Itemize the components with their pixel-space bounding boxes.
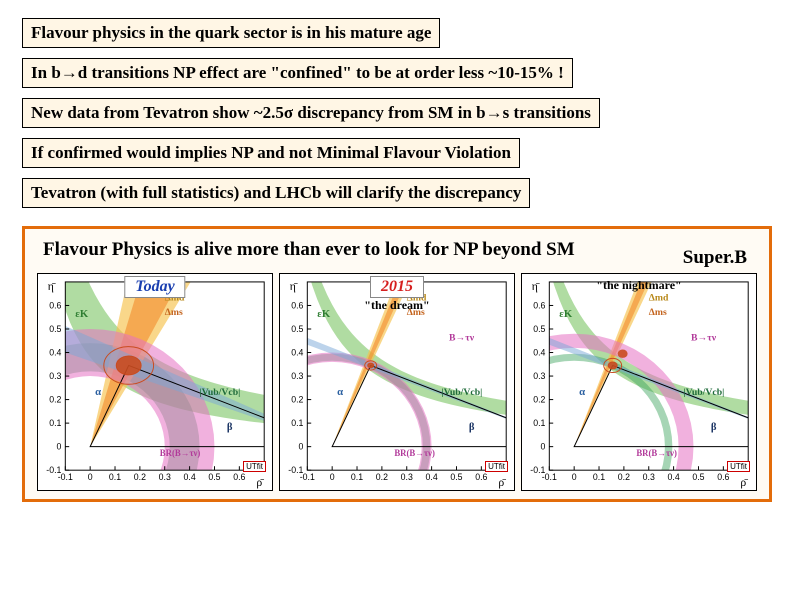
plot-nightmare: "the nightmare" -0.100.10.20.30.40.50.6-…	[521, 273, 757, 491]
svg-text:0.2: 0.2	[618, 472, 630, 482]
svg-text:β: β	[711, 421, 717, 433]
svg-text:η̄: η̄	[290, 279, 298, 293]
svg-text:α: α	[95, 386, 101, 398]
svg-text:0.6: 0.6	[291, 300, 303, 310]
bullet-4: If confirmed would implies NP and not Mi…	[22, 138, 520, 168]
svg-text:0.4: 0.4	[668, 472, 680, 482]
svg-text:Δmd: Δmd	[649, 293, 669, 304]
plot-2015-dream: 2015 "the dream" -0.1 0 0.1 0.2 0.3 0.4 0.5 0.6…	[279, 273, 515, 491]
svg-text:0.1: 0.1	[291, 418, 303, 428]
svg-text:0.3: 0.3	[159, 472, 171, 482]
svg-text:BR(B→τν): BR(B→τν)	[160, 448, 201, 458]
svg-text:0.3: 0.3	[49, 371, 61, 381]
svg-text:α: α	[337, 386, 343, 398]
bullet-5: Tevatron (with full statistics) and LHCb…	[22, 178, 530, 208]
plot-today-title: Today	[124, 276, 185, 298]
svg-text:0.2: 0.2	[134, 472, 146, 482]
svg-text:0.4: 0.4	[184, 472, 196, 482]
svg-text:0.1: 0.1	[593, 472, 605, 482]
svg-text:0.5: 0.5	[208, 472, 220, 482]
svg-text:Δms: Δms	[165, 307, 183, 318]
svg-text:0.5: 0.5	[450, 472, 462, 482]
svg-text:0.6: 0.6	[475, 472, 487, 482]
utfit-badge-1: UTfit	[485, 461, 508, 472]
svg-text:ρ̄: ρ̄	[498, 475, 506, 489]
svg-text:B→τν: B→τν	[449, 333, 475, 344]
svg-text:0.4: 0.4	[426, 472, 438, 482]
svg-text:0.3: 0.3	[291, 371, 303, 381]
plot-today: Today -0.100.10.20.30.40.50.6-0.100.10.2…	[37, 273, 273, 491]
svg-text:ρ̄: ρ̄	[256, 475, 264, 489]
svg-text:0.1: 0.1	[49, 418, 61, 428]
svg-text:α: α	[579, 386, 585, 398]
svg-text:εK: εK	[75, 308, 89, 320]
bullet-2: In b→d transitions NP effect are "confin…	[22, 58, 573, 88]
svg-text:0.6: 0.6	[717, 472, 729, 482]
svg-text:|Vub/Vcb|: |Vub/Vcb|	[200, 387, 241, 398]
svg-text:0.5: 0.5	[49, 324, 61, 334]
svg-text:0.1: 0.1	[109, 472, 121, 482]
svg-text:0: 0	[57, 442, 62, 452]
superb-label: Super.B	[683, 247, 747, 269]
svg-text:-0.1: -0.1	[530, 465, 545, 475]
svg-text:εK: εK	[559, 308, 573, 320]
svg-text:0: 0	[541, 442, 546, 452]
svg-text:η̄: η̄	[48, 279, 56, 293]
svg-text:-0.1: -0.1	[288, 465, 303, 475]
svg-text:0.3: 0.3	[643, 472, 655, 482]
plot-nightmare-subtitle: "the nightmare"	[596, 278, 681, 293]
svg-text:0.1: 0.1	[533, 418, 545, 428]
svg-text:0.4: 0.4	[291, 347, 303, 357]
svg-text:0.6: 0.6	[49, 300, 61, 310]
utfit-badge-2: UTfit	[727, 461, 750, 472]
svg-text:|Vub/Vcb|: |Vub/Vcb|	[442, 387, 483, 398]
svg-text:0.5: 0.5	[692, 472, 704, 482]
svg-text:β: β	[227, 421, 233, 433]
svg-text:0.6: 0.6	[533, 300, 545, 310]
svg-text:0.2: 0.2	[49, 394, 61, 404]
svg-text:0.6: 0.6	[233, 472, 245, 482]
svg-text:0.2: 0.2	[533, 394, 545, 404]
svg-text:-0.1: -0.1	[46, 465, 61, 475]
svg-text:0.1: 0.1	[351, 472, 363, 482]
svg-text:BR(B→τν): BR(B→τν)	[636, 448, 677, 458]
svg-text:0: 0	[299, 442, 304, 452]
svg-text:BR(B→τν): BR(B→τν)	[394, 448, 435, 458]
svg-text:β: β	[469, 421, 475, 433]
svg-text:0: 0	[88, 472, 93, 482]
bullet-3: New data from Tevatron show ~2.5σ discre…	[22, 98, 600, 128]
svg-text:|Vub/Vcb|: |Vub/Vcb|	[684, 387, 725, 398]
svg-text:ρ̄: ρ̄	[740, 475, 748, 489]
svg-text:Δms: Δms	[649, 307, 667, 318]
plot-dream-subtitle: "the dream"	[364, 298, 429, 313]
svg-text:0.4: 0.4	[49, 347, 61, 357]
plot-row: Super.B Today -0.100.10.20.30.40.50.6-0.…	[37, 273, 757, 491]
svg-text:0.5: 0.5	[533, 324, 545, 334]
svg-text:εK: εK	[317, 308, 331, 320]
main-panel: Flavour Physics is alive more than ever …	[22, 226, 772, 502]
svg-text:0.2: 0.2	[376, 472, 388, 482]
headline: Flavour Physics is alive more than ever …	[37, 239, 757, 261]
svg-text:0.4: 0.4	[533, 347, 545, 357]
svg-text:0.3: 0.3	[533, 371, 545, 381]
svg-text:0: 0	[330, 472, 335, 482]
bullet-1: Flavour physics in the quark sector is i…	[22, 18, 440, 48]
svg-text:η̄: η̄	[532, 279, 540, 293]
svg-text:B→τν: B→τν	[691, 333, 717, 344]
svg-text:0.3: 0.3	[401, 472, 413, 482]
svg-text:0: 0	[572, 472, 577, 482]
svg-text:0.2: 0.2	[291, 394, 303, 404]
plot-2015-title: 2015	[370, 276, 424, 298]
svg-text:0.5: 0.5	[291, 324, 303, 334]
utfit-badge-0: UTfit	[243, 461, 266, 472]
